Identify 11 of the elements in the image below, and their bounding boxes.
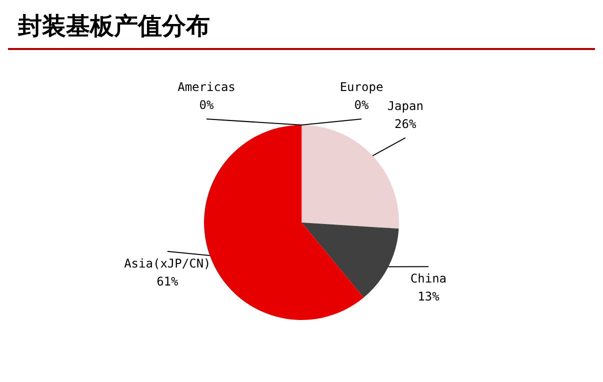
slice-label: Japan (387, 98, 424, 113)
text: 0% (354, 98, 369, 112)
slice-label: Asia(xJP/CN) (124, 256, 211, 270)
data-label: 61% (156, 274, 180, 288)
category-label: Europe (340, 80, 384, 94)
data-label: 13% (418, 290, 440, 304)
data-label: 26% (394, 116, 417, 131)
category-label: Americas (178, 80, 236, 94)
chart-title: 封装基板产值分布 (8, 8, 595, 50)
text: 0% (199, 98, 214, 112)
slice-label: China (410, 272, 447, 286)
